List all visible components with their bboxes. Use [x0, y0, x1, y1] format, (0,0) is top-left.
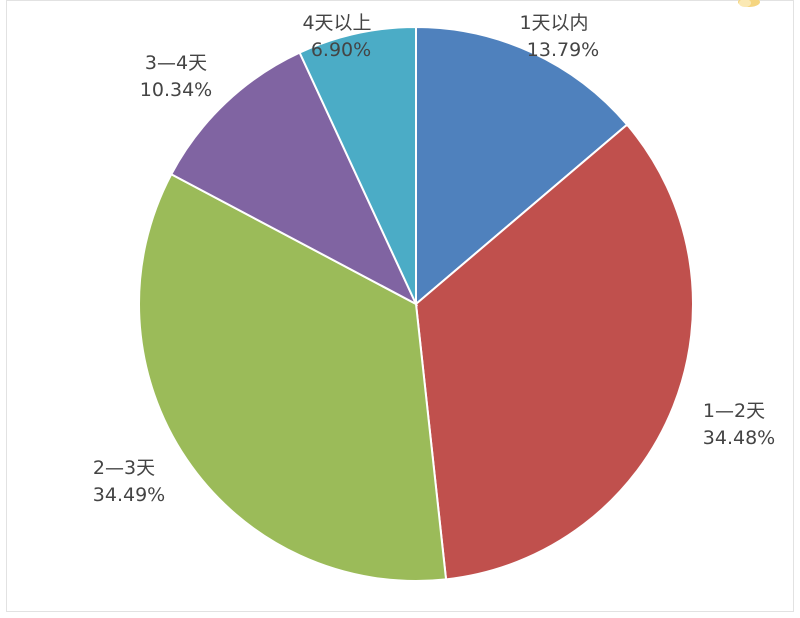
pie-slice-1 — [415, 25, 629, 307]
decorative-cloud-icon — [738, 0, 760, 7]
pie-labels: 1天以内 13.79% 1—2天 34.48% 2—3天 34.49% 3—4天… — [93, 12, 775, 506]
slice-label-3: 2—3天 — [93, 457, 155, 479]
pie-slice-4 — [169, 51, 419, 307]
slice-label-4: 3—4天 — [145, 52, 207, 74]
slice-label-2: 1—2天 — [703, 400, 765, 422]
slice-value-2: 34.48% — [703, 427, 775, 449]
slice-value-1: 13.79% — [527, 39, 599, 61]
slice-label-5: 4天以上 — [302, 12, 371, 34]
pie-slice-3 — [138, 172, 448, 582]
pie-slice-2 — [414, 123, 694, 581]
pie-slice-5 — [298, 25, 417, 305]
pie-slices — [138, 25, 694, 582]
pie-chart: 1天以内 13.79% 1—2天 34.48% 2—3天 34.49% 3—4天… — [93, 12, 775, 582]
chart-frame: 1天以内 13.79% 1—2天 34.48% 2—3天 34.49% 3—4天… — [6, 0, 794, 612]
slice-value-3: 34.49% — [93, 484, 165, 506]
slice-label-1: 1天以内 — [519, 12, 588, 34]
slice-value-5: 6.90% — [311, 39, 371, 61]
slice-value-4: 10.34% — [140, 79, 212, 101]
